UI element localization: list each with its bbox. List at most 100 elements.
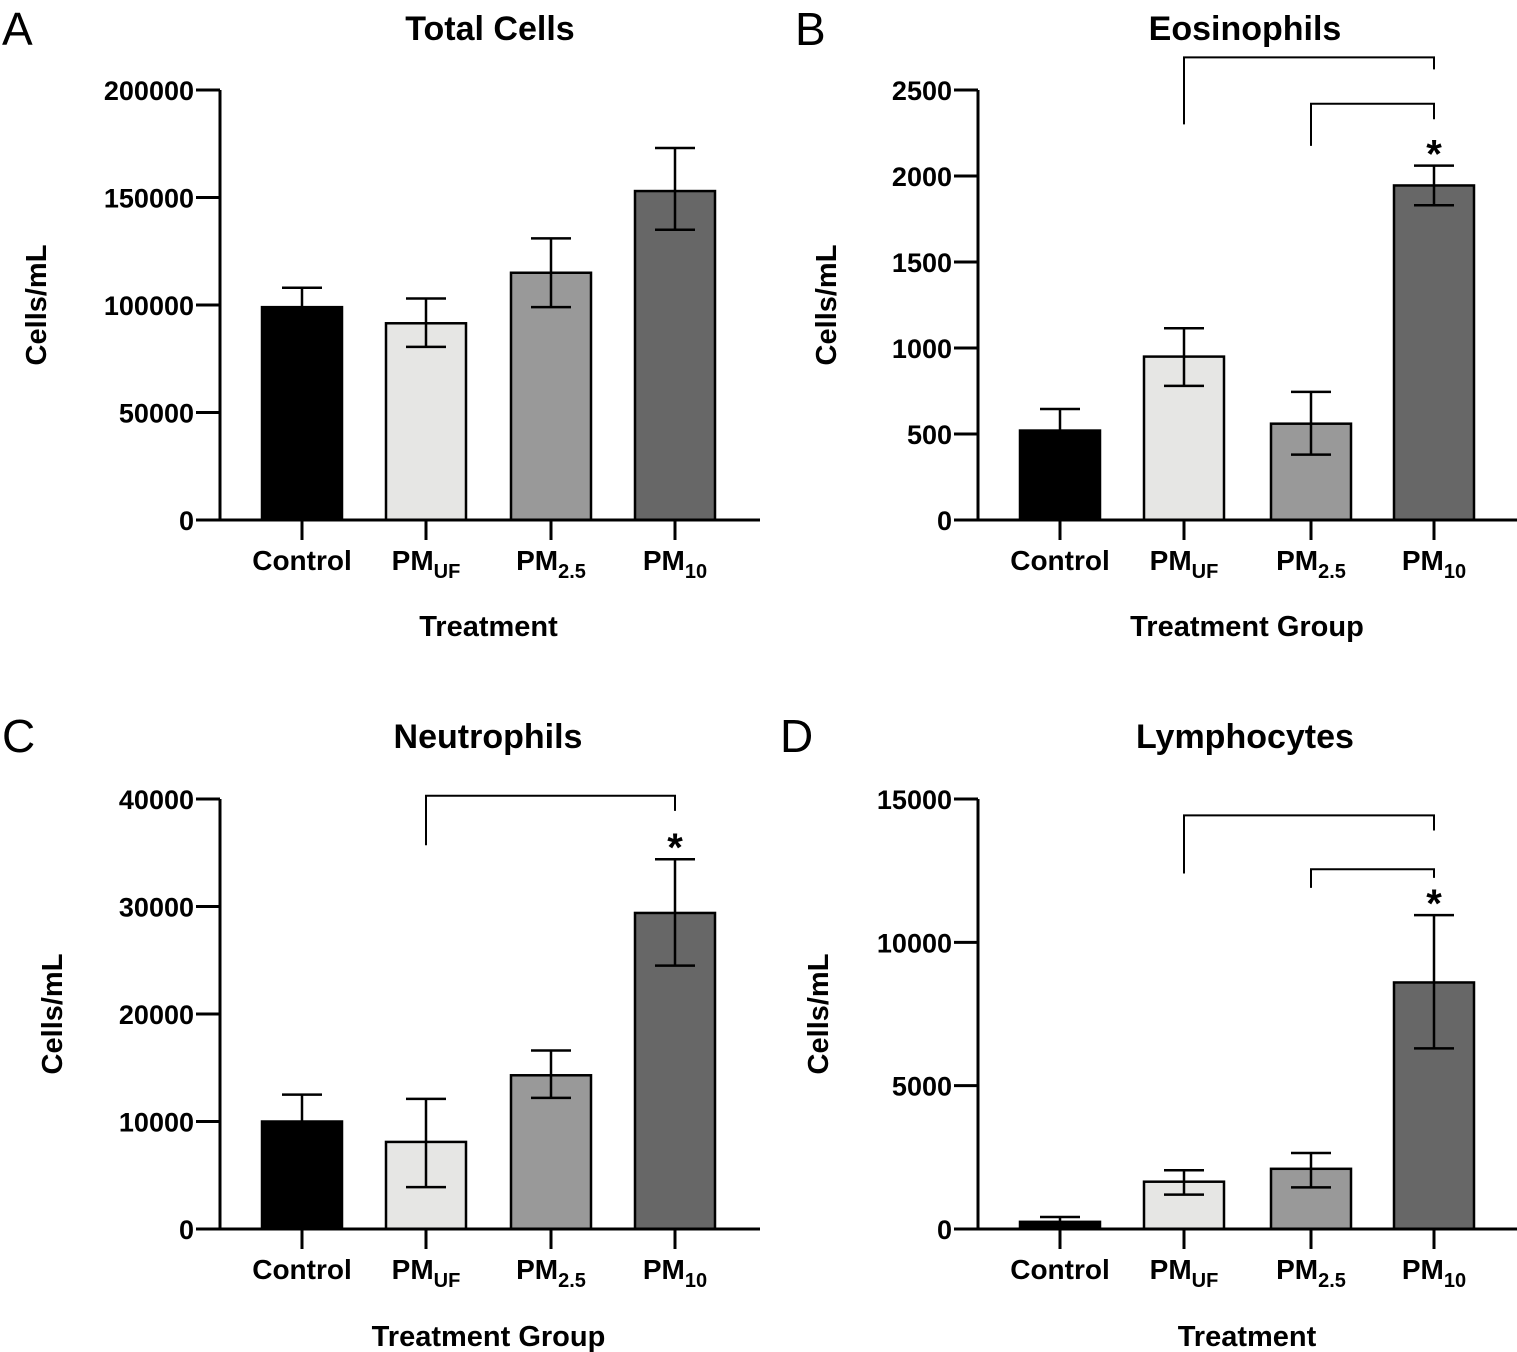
y-tick-label: 15000 <box>877 785 952 815</box>
x-tick-label: Control <box>252 1254 352 1285</box>
x-tick-label: PMUF <box>1150 1254 1219 1292</box>
panel-letter: C <box>2 710 35 762</box>
y-tick-label: 2000 <box>892 162 952 192</box>
y-tick-label: 0 <box>937 1215 952 1245</box>
x-tick-label-main: Control <box>1010 545 1110 576</box>
y-tick-label: 0 <box>179 1215 194 1245</box>
y-tick-label: 10000 <box>877 928 952 958</box>
x-tick-label-main: Control <box>1010 1254 1110 1285</box>
x-tick-label-subscript: UF <box>1192 1270 1219 1292</box>
y-tick-label: 5000 <box>892 1072 952 1102</box>
x-tick-label-main: PM <box>392 1254 434 1285</box>
x-tick-label: PMUF <box>392 545 461 583</box>
y-axis-label: Cells/mL <box>811 245 843 366</box>
panel-letter: A <box>2 3 33 55</box>
x-tick-label-subscript: 2.5 <box>1318 561 1346 583</box>
significance-star: * <box>1426 133 1442 177</box>
x-tick-label-subscript: 10 <box>1444 1270 1466 1292</box>
x-tick-label: PMUF <box>1150 545 1219 583</box>
bar-3 <box>633 189 717 522</box>
y-tick-label: 1500 <box>892 248 952 278</box>
significance-bracket-1 <box>1310 102 1435 146</box>
x-tick-label-subscript: 10 <box>685 561 707 583</box>
x-tick-label: PM10 <box>1402 1254 1466 1292</box>
chart-title: Lymphocytes <box>1136 718 1354 756</box>
x-tick-label-subscript: UF <box>1192 561 1219 583</box>
x-tick-label-main: PM <box>392 545 434 576</box>
significance-star: * <box>1426 882 1442 926</box>
panel-letter: D <box>780 710 813 762</box>
x-tick-label-main: PM <box>1276 545 1318 576</box>
bar-0 <box>260 1120 344 1231</box>
y-axis-label: Cells/mL <box>803 954 835 1075</box>
chart-panel-a: A Total Cells 0 50000 100000 150000 200000 Cont… <box>2 3 760 643</box>
x-tick-label-main: Control <box>252 1254 352 1285</box>
x-tick-label-subscript: UF <box>434 561 461 583</box>
x-tick-label-main: PM <box>1150 545 1192 576</box>
y-tick-label: 200000 <box>104 76 194 106</box>
x-tick-label-main: PM <box>1402 545 1444 576</box>
y-tick-label: 10000 <box>119 1108 194 1138</box>
x-tick-label-subscript: 2.5 <box>558 561 586 583</box>
x-axis-label: Treatment <box>1178 1321 1317 1352</box>
bar-0 <box>260 305 344 522</box>
x-tick-label: PM10 <box>643 545 707 583</box>
y-tick-label: 50000 <box>119 399 194 429</box>
x-tick-label: Control <box>1010 545 1110 576</box>
x-tick-label-main: PM <box>1150 1254 1192 1285</box>
significance-bracket-0 <box>1183 814 1435 874</box>
x-axis-label: Treatment Group <box>1130 611 1364 643</box>
x-tick-label-subscript: 2.5 <box>1318 1270 1346 1292</box>
x-tick-label: PM2.5 <box>1276 1254 1346 1292</box>
y-tick-label: 500 <box>907 420 952 450</box>
bar-2 <box>509 271 593 522</box>
y-tick-label: 2500 <box>892 76 952 106</box>
chart-title: Total Cells <box>405 10 574 48</box>
significance-bracket-1 <box>1310 868 1435 888</box>
bar-0 <box>1018 429 1102 522</box>
x-tick-label-subscript: 10 <box>1444 561 1466 583</box>
y-tick-label: 150000 <box>104 184 194 214</box>
x-tick-label-main: PM <box>516 545 558 576</box>
x-tick-label: PM2.5 <box>1276 545 1346 583</box>
chart-title: Eosinophils <box>1149 10 1342 48</box>
x-tick-label: Control <box>252 545 352 576</box>
x-tick-label: PM10 <box>643 1254 707 1292</box>
significance-bracket-0 <box>425 794 676 846</box>
chart-panel-b: B Eosinophils 0 500 1000 1500 2000 2500 Control P… <box>795 3 1517 643</box>
y-tick-label: 100000 <box>104 291 194 321</box>
y-axis-label: Cells/mL <box>37 954 69 1075</box>
y-axis-label: Cells/mL <box>21 245 53 366</box>
x-tick-label: PM2.5 <box>516 1254 586 1292</box>
bar-1 <box>384 322 468 522</box>
x-tick-label-subscript: 10 <box>685 1270 707 1292</box>
panel-letter: B <box>795 3 826 55</box>
significance-bracket-0 <box>1183 56 1435 125</box>
y-tick-label: 1000 <box>892 334 952 364</box>
x-tick-label: PM2.5 <box>516 545 586 583</box>
y-tick-label: 0 <box>937 506 952 536</box>
x-axis-label: Treatment <box>419 611 558 643</box>
y-tick-label: 40000 <box>119 785 194 815</box>
x-tick-label-subscript: UF <box>434 1270 461 1292</box>
x-tick-label-main: Control <box>252 545 352 576</box>
x-tick-label-main: PM <box>1402 1254 1444 1285</box>
x-tick-label-main: PM <box>1276 1254 1318 1285</box>
y-tick-label: 20000 <box>119 1000 194 1030</box>
y-tick-label: 30000 <box>119 893 194 923</box>
x-tick-label-main: PM <box>643 545 685 576</box>
x-tick-label: Control <box>1010 1254 1110 1285</box>
y-tick-label: 0 <box>179 506 194 536</box>
x-tick-label-subscript: 2.5 <box>558 1270 586 1292</box>
significance-star: * <box>667 826 683 870</box>
x-tick-label: PMUF <box>392 1254 461 1292</box>
chart-title: Neutrophils <box>394 718 583 756</box>
chart-panel-c: C Neutrophils 0 10000 20000 30000 40000 Control… <box>2 710 760 1352</box>
x-axis-label: Treatment Group <box>372 1321 606 1352</box>
x-tick-label-main: PM <box>516 1254 558 1285</box>
bar-3 <box>1392 184 1476 522</box>
x-tick-label: PM10 <box>1402 545 1466 583</box>
x-tick-label-main: PM <box>643 1254 685 1285</box>
